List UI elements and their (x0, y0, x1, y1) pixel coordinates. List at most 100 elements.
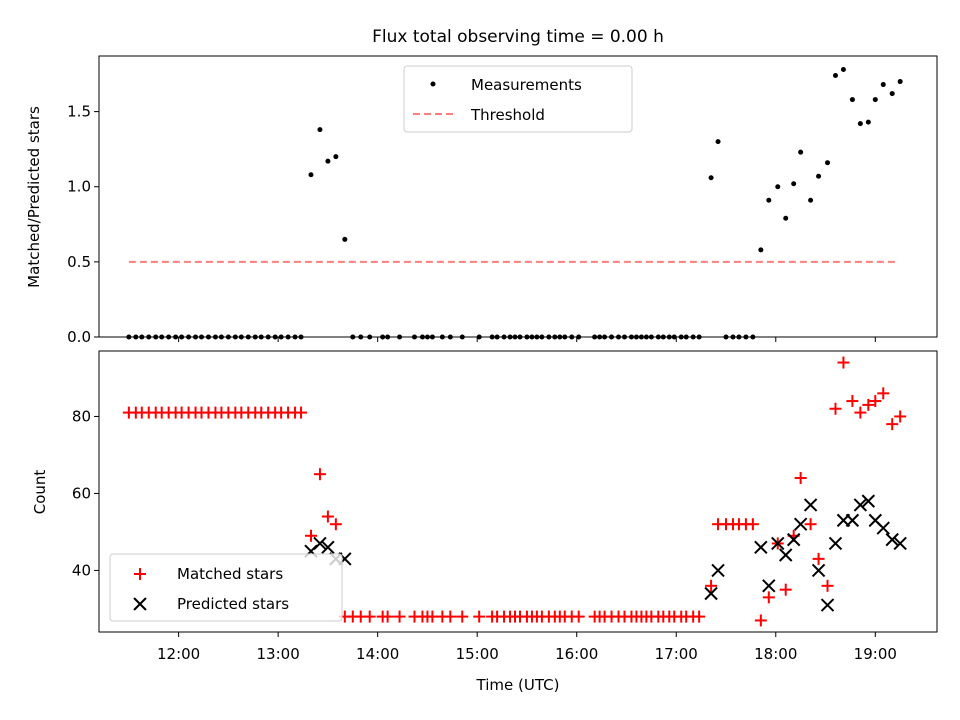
bottom-panel: 40 60 80 12:00 13:00 14:00 15:00 16:00 17:00 18:… (31, 350, 938, 694)
measurement-point (825, 160, 831, 166)
measurement-point (758, 247, 764, 253)
matched-point (693, 610, 706, 623)
measurement-point (889, 91, 895, 97)
matched-point (329, 518, 342, 531)
bottom-y-tick-label: 60 (72, 484, 91, 502)
matched-point (473, 610, 486, 623)
bottom-x-ticks: 12:00 13:00 14:00 15:00 16:00 17:00 18:00 19:00 (157, 632, 897, 663)
matched-point (304, 529, 317, 542)
matched-point (321, 510, 334, 523)
measurement-point (783, 215, 789, 221)
measurement-point (308, 172, 314, 178)
predicted-point (754, 540, 768, 555)
predicted-point (853, 498, 868, 512)
predicted-point (793, 517, 808, 531)
bottom-y-tick-label: 40 (72, 561, 91, 579)
predicted-point (820, 598, 835, 612)
legend-predicted-label: Predicted stars (177, 595, 289, 613)
chart-title: Flux total observing time = 0.00 h (372, 27, 664, 47)
x-tick-label: 12:00 (157, 645, 200, 663)
predicted-point (811, 563, 826, 578)
predicted-point (876, 521, 890, 535)
predicted-point (771, 536, 785, 551)
matched-point (837, 356, 850, 369)
predicted-point (845, 513, 860, 528)
top-y-axis-label: Matched/Predicted stars (25, 106, 43, 288)
matched-point (886, 418, 899, 431)
matched-point (456, 610, 469, 623)
measurement-point (857, 121, 863, 127)
matched-point (804, 518, 817, 531)
matched-point (295, 406, 308, 419)
matched-point (705, 579, 718, 592)
top-legend: Measurements Threshold (403, 65, 633, 133)
legend-measurements-label: Measurements (471, 76, 582, 94)
matched-point (762, 591, 775, 604)
x-tick-label: 14:00 (356, 645, 399, 663)
legend-predicted-marker (133, 597, 147, 611)
predicted-point (321, 540, 335, 555)
bottom-y-ticks: 40 60 80 (72, 407, 99, 579)
matched-point (821, 579, 834, 592)
top-legend-box (403, 65, 633, 133)
measurement-point (708, 175, 714, 181)
predicted-point (803, 498, 818, 512)
measurement-point (798, 149, 804, 155)
measurement-point (715, 139, 721, 145)
predicted-point (893, 536, 907, 551)
measurement-point (880, 82, 886, 88)
matched-point (363, 610, 376, 623)
measurement-point (791, 181, 797, 187)
measurement-point (865, 119, 871, 125)
matched-point (812, 552, 825, 565)
top-y-tick-label: 0.0 (67, 328, 91, 346)
predicted-point (762, 579, 776, 593)
x-tick-label: 19:00 (854, 645, 897, 663)
x-tick-label: 13:00 (257, 645, 300, 663)
matched-point (869, 395, 882, 408)
measurement-point (775, 184, 781, 190)
matched-point (393, 610, 406, 623)
matched-point (794, 472, 807, 485)
top-y-tick-label: 1.5 (67, 103, 91, 121)
matched-point (572, 610, 585, 623)
measurement-point (816, 173, 822, 179)
predicted-point (861, 494, 876, 508)
legend-matched-marker (134, 568, 146, 580)
matched-point (444, 610, 457, 623)
predicted-point (885, 532, 899, 547)
bottom-marks (122, 356, 907, 627)
x-tick-label: 17:00 (655, 645, 698, 663)
measurement-point (325, 158, 331, 164)
bottom-legend-box (109, 553, 343, 622)
measurement-point (872, 97, 878, 103)
x-tick-label: 16:00 (555, 645, 598, 663)
matched-point (877, 387, 890, 400)
predicted-point (779, 548, 793, 562)
predicted-point (711, 563, 725, 578)
matched-point (862, 398, 875, 411)
bottom-y-tick-label: 80 (72, 407, 91, 425)
matched-point (754, 614, 767, 627)
x-tick-label: 18:00 (754, 645, 797, 663)
measurement-point (849, 97, 855, 103)
measurement-point (333, 154, 339, 160)
matched-point (829, 402, 842, 415)
matched-point (894, 410, 907, 423)
matched-point (746, 518, 759, 531)
top-panel: 0.0 0.5 1.0 1.5 Matched/Predicted stars Mea… (25, 55, 938, 346)
matched-point (854, 406, 867, 419)
top-marks (126, 67, 903, 340)
x-tick-label: 15:00 (456, 645, 499, 663)
predicted-point (704, 586, 718, 601)
matched-point (846, 395, 859, 408)
top-y-ticks: 0.0 0.5 1.0 1.5 (67, 103, 99, 346)
measurement-point (832, 73, 838, 79)
matched-point (381, 610, 394, 623)
measurement-point (897, 79, 903, 85)
top-x-ticks (178, 337, 876, 342)
measurement-point (840, 67, 846, 73)
matched-point (779, 583, 792, 596)
matched-point (313, 468, 326, 481)
top-axes-frame (98, 55, 938, 338)
